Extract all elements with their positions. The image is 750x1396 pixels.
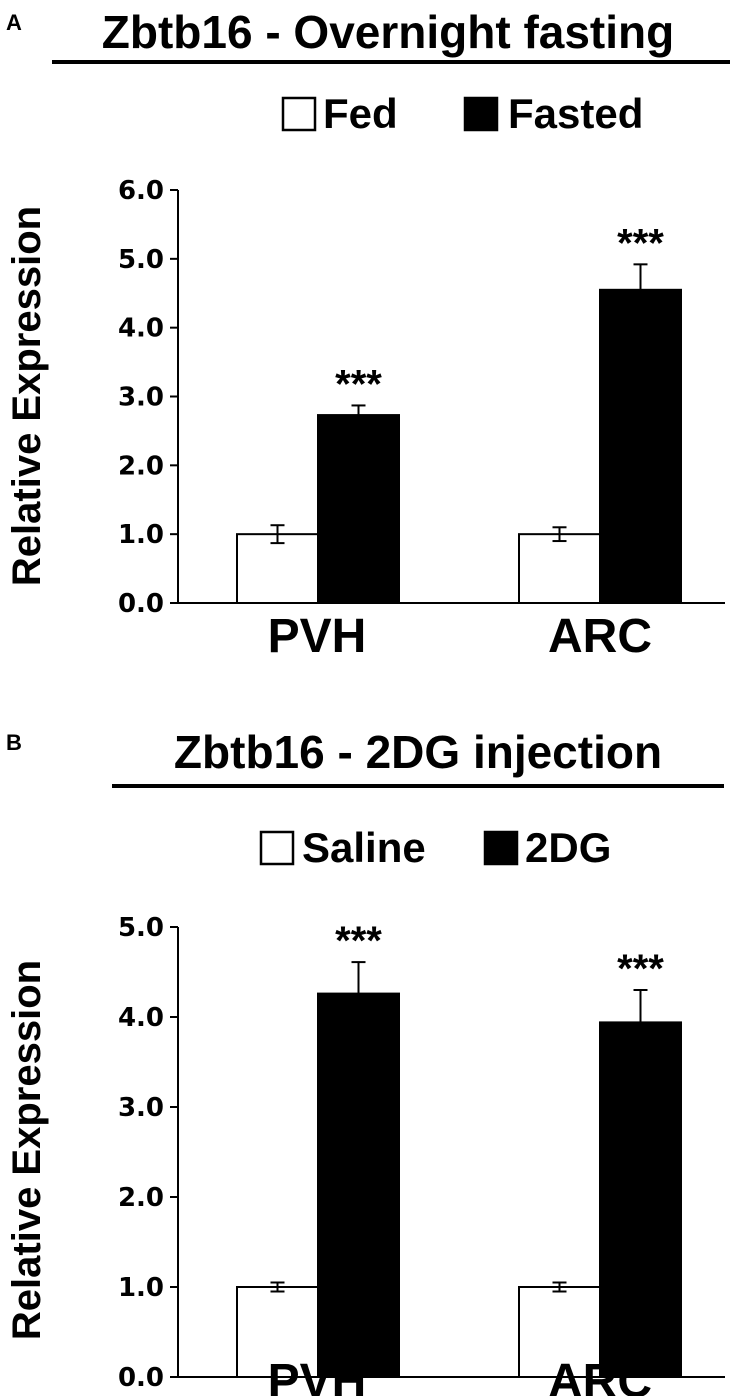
bar-fed-pvh [236,533,319,605]
legend-swatch-fed [281,96,317,132]
legend-swatch-saline [259,830,295,866]
legend-swatch-fasted [463,96,499,132]
x-tick-label: PVH [268,1355,367,1396]
chart-panel-a: A Zbtb16 - Overnight fasting Fed Fasted Rela… [5,6,730,663]
y-tick-label: 5.0 [118,245,164,275]
y-tick-label: 5.0 [118,913,164,943]
legend-label-saline: Saline [302,824,426,871]
y-tick-label: 1.0 [118,1273,164,1303]
significance-label: *** [617,221,664,265]
y-tick-label: 4.0 [118,314,164,344]
y-tick-label: 3.0 [118,383,164,413]
bar-saline-arc [518,1286,601,1378]
bar-2dg-pvh [317,992,400,1378]
x-tick-label: PVH [268,610,367,663]
y-tick-label: 4.0 [118,1003,164,1033]
significance-label: *** [617,947,664,991]
legend-label-2dg: 2DG [525,824,611,871]
legend-swatch-2dg [483,830,519,866]
significance-label: *** [335,919,382,963]
y-tick-label: 2.0 [118,451,164,481]
y-tick-label: 0.0 [118,589,164,619]
legend-label-fasted: Fasted [508,90,643,137]
chart-title: Zbtb16 - Overnight fasting [102,6,674,58]
y-tick-label: 1.0 [118,520,164,550]
chart-title: Zbtb16 - 2DG injection [174,726,662,778]
significance-label: *** [335,362,382,406]
legend-label-fed: Fed [323,90,398,137]
x-tick-label: ARC [548,1355,652,1396]
y-axis-label: Relative Expression [5,960,49,1340]
chart-panel-b: B Zbtb16 - 2DG injection Saline 2DG Relative… [5,726,725,1396]
y-tick-label: 3.0 [118,1093,164,1123]
x-tick-label: ARC [548,610,652,663]
panel-letter: B [6,730,22,755]
bar-fasted-arc [599,288,682,604]
y-tick-label: 6.0 [118,176,164,206]
bar-fed-arc [518,533,601,605]
y-axis-label: Relative Expression [5,206,49,586]
bar-fasted-pvh [317,414,400,604]
panel-letter: A [6,10,22,35]
bar-2dg-arc [599,1021,682,1379]
y-tick-label: 0.0 [118,1363,164,1393]
y-tick-label: 2.0 [118,1183,164,1213]
